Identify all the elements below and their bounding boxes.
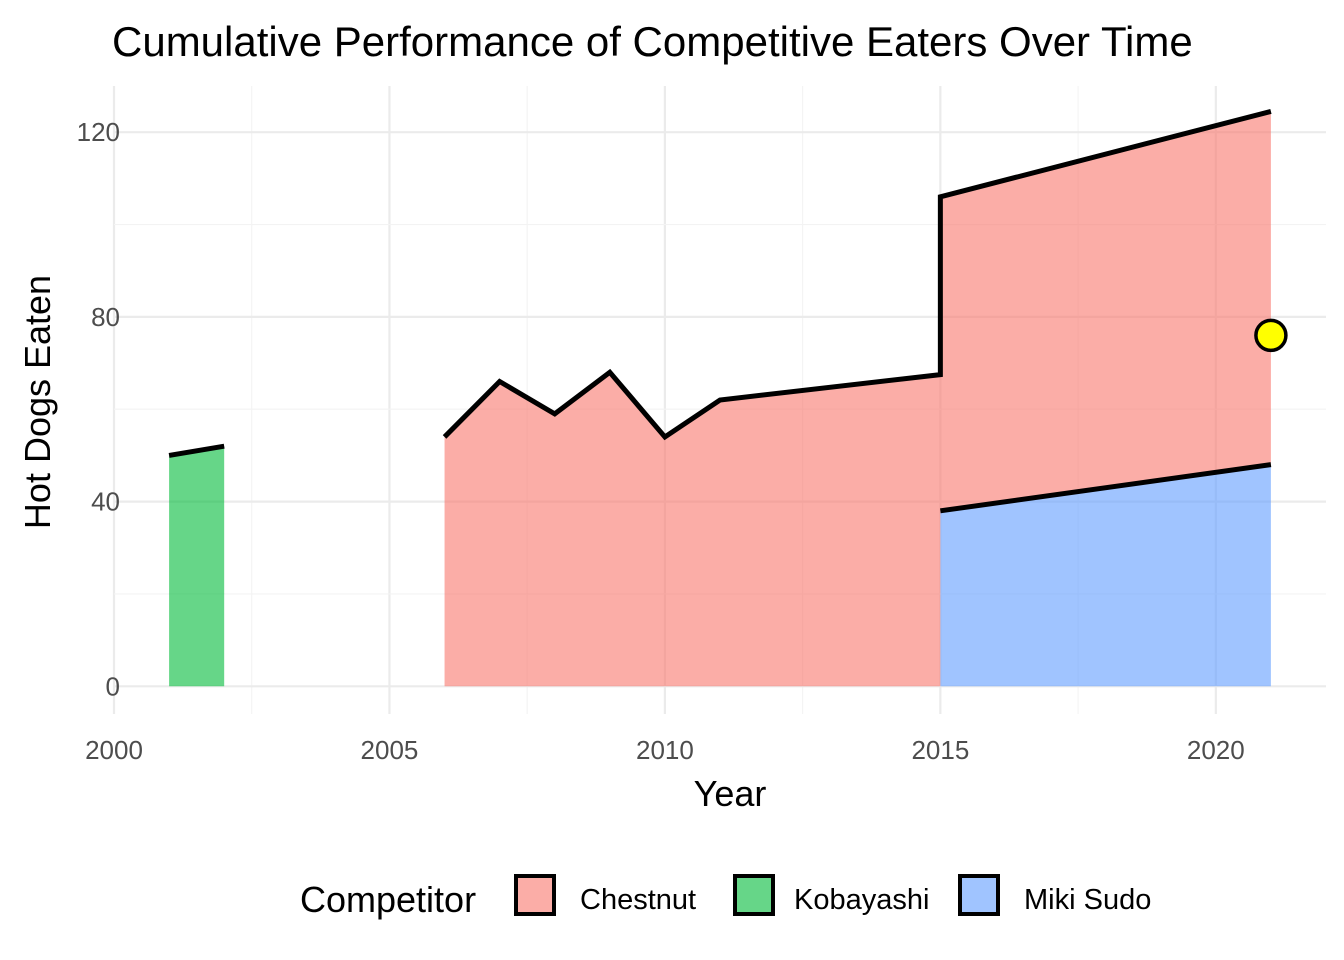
plot-points [1254, 318, 1288, 353]
legend-label-chestnut: Chestnut [580, 884, 696, 916]
legend-label-kobayashi: Kobayashi [794, 884, 929, 916]
legend-label-miki-sudo: Miki Sudo [1024, 884, 1151, 916]
line-chestnut [442, 108, 1272, 441]
x-axis-ticks: 2000 2005 2010 2015 2020 [85, 735, 1245, 765]
y-tick-label: 40 [91, 487, 120, 517]
legend-key-kobayashi [733, 874, 775, 916]
x-tick-label: 2005 [361, 735, 419, 765]
plot-lines [168, 108, 1272, 514]
legend: Competitor Chestnut Kobayashi Miki Sudo [300, 874, 1151, 920]
area-chestnut [444, 111, 1271, 687]
y-tick-label: 80 [91, 302, 120, 332]
y-tick-label: 0 [106, 671, 120, 701]
area-kobayashi [169, 446, 225, 687]
x-tick-label: 2015 [911, 735, 969, 765]
y-axis-title: Hot Dogs Eaten [17, 275, 58, 529]
legend-key-miki-sudo [958, 874, 1000, 916]
legend-key-chestnut [514, 874, 556, 916]
legend-title: Competitor [300, 879, 476, 920]
area-miki-sudo [940, 464, 1271, 687]
highlight-point [1254, 318, 1288, 353]
x-axis-title: Year [694, 773, 767, 814]
line-miki-sudo [940, 462, 1272, 514]
plot-areas [169, 111, 1271, 687]
x-tick-label: 2000 [85, 735, 143, 765]
x-tick-label: 2020 [1187, 735, 1245, 765]
line-kobayashi [168, 443, 225, 458]
chart-title: Cumulative Performance of Competitive Ea… [112, 18, 1193, 65]
x-tick-label: 2010 [636, 735, 694, 765]
y-axis-ticks: 0 40 80 120 [77, 117, 120, 701]
y-tick-label: 120 [77, 117, 120, 147]
